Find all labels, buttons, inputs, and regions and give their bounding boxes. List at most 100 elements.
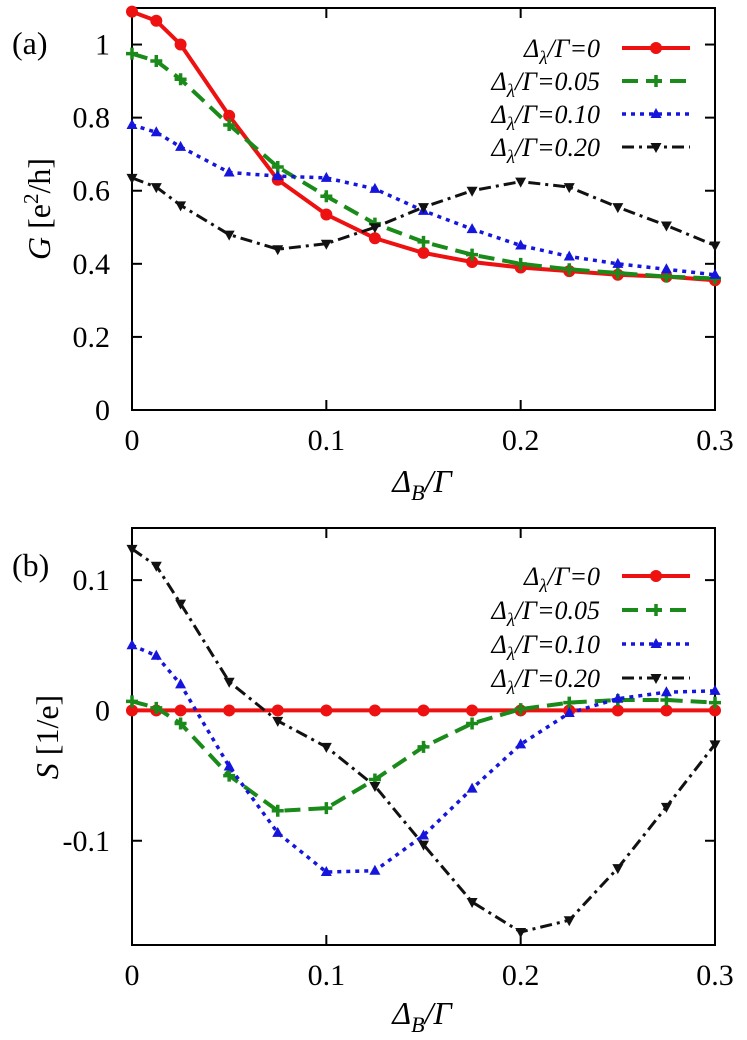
data-point <box>126 5 138 18</box>
data-point <box>660 704 673 717</box>
series-line <box>131 547 717 934</box>
data-point <box>563 183 575 194</box>
data-point <box>175 678 187 689</box>
series-4 <box>126 173 721 256</box>
data-point <box>320 171 332 182</box>
data-point <box>563 707 575 718</box>
data-point <box>174 717 187 730</box>
data-point <box>150 54 163 67</box>
data-point <box>611 704 624 717</box>
data-point <box>417 246 430 259</box>
x-tick-label: 0.3 <box>696 959 734 992</box>
data-point <box>175 201 187 212</box>
y-tick-label: 0 <box>95 394 110 427</box>
legend-label: Δλ/Γ=0.05 <box>490 67 600 102</box>
data-point <box>417 704 430 717</box>
y-tick-label: 0.1 <box>73 564 111 597</box>
y-tick-label: 0.6 <box>73 175 111 208</box>
data-point <box>417 235 430 248</box>
data-point <box>150 649 162 660</box>
data-point <box>174 38 187 51</box>
data-point <box>126 695 138 708</box>
data-point <box>563 916 575 927</box>
data-point <box>515 927 527 938</box>
data-point <box>612 257 624 268</box>
data-point <box>563 250 575 261</box>
data-point <box>466 717 479 730</box>
x-tick-label: 0.1 <box>308 424 346 457</box>
panel-a-conductance-chart: 0 0.1 0.2 0.3 0 0.2 0.4 0.6 0.8 1 (a) ΔB/Γ G [e2/h] Δ… <box>12 5 734 505</box>
x-tick-label: 0.3 <box>696 424 734 457</box>
data-point <box>223 760 235 771</box>
y-tick-label: 0.8 <box>73 102 111 135</box>
data-point <box>466 186 478 197</box>
y-tick-label: 1 <box>95 29 110 62</box>
data-point <box>150 183 162 194</box>
data-point <box>515 738 527 749</box>
data-point <box>709 268 721 279</box>
data-point <box>174 704 187 717</box>
legend-marker <box>650 570 662 582</box>
data-point <box>272 716 284 727</box>
data-point <box>709 696 721 709</box>
data-point <box>514 257 527 270</box>
y-axis-label: S [1/e] <box>29 695 65 779</box>
data-point <box>660 263 672 274</box>
data-point <box>150 126 162 137</box>
data-point <box>272 170 284 181</box>
data-point <box>320 704 333 717</box>
data-point <box>175 599 187 610</box>
series-1 <box>126 704 721 717</box>
data-point <box>320 802 333 815</box>
y-tick-label: 0.4 <box>73 248 111 281</box>
data-point <box>126 47 138 60</box>
data-point <box>466 704 479 717</box>
x-tick-label: 0.2 <box>502 959 540 992</box>
panel-label: (a) <box>12 25 48 61</box>
legend-marker <box>650 42 662 54</box>
legend-label: Δλ/Γ=0.10 <box>490 630 600 665</box>
data-point <box>417 740 430 753</box>
data-point <box>369 182 381 193</box>
data-point <box>563 696 576 709</box>
legend-label: Δλ/Γ=0.20 <box>490 664 600 699</box>
legend-marker <box>650 75 662 87</box>
series-line <box>131 51 716 281</box>
data-point <box>272 826 284 837</box>
data-point <box>223 677 235 688</box>
series-4 <box>126 544 721 938</box>
data-point <box>611 266 624 279</box>
data-point <box>150 561 162 572</box>
panel-b-thermopower-chart: 0 0.1 0.2 0.3-0.100.1(b)ΔB/ΓS [1/e]Δλ/Γ=0Δλ… <box>12 527 734 1037</box>
legend-label: Δλ/Γ=0.10 <box>490 100 600 135</box>
data-point <box>126 173 138 184</box>
data-point <box>150 14 163 27</box>
data-point <box>660 686 672 697</box>
data-point <box>126 704 138 717</box>
x-tick-label: 0 <box>125 959 140 992</box>
data-point <box>418 203 429 214</box>
data-point <box>320 239 332 250</box>
data-point <box>466 255 479 268</box>
y-axis-label: G [e2/h] <box>19 158 57 260</box>
x-tick-label: 0 <box>125 424 140 457</box>
data-point <box>418 829 429 840</box>
series-line <box>131 176 716 251</box>
data-point <box>418 840 429 851</box>
data-point <box>272 245 284 256</box>
data-point <box>223 109 236 122</box>
legend-label: Δλ/Γ=0.05 <box>490 596 600 631</box>
legend-label: Δλ/Γ=0.20 <box>490 133 600 168</box>
data-point <box>126 639 138 650</box>
series-3 <box>126 639 721 877</box>
data-point <box>369 223 381 234</box>
data-point <box>271 804 284 817</box>
legend-marker <box>650 108 662 118</box>
series-line <box>131 698 716 813</box>
data-point <box>612 692 624 703</box>
legend-label: Δλ/Γ=0 <box>523 34 600 69</box>
series-line <box>131 123 716 277</box>
data-point <box>515 177 527 188</box>
data-point <box>466 897 478 908</box>
